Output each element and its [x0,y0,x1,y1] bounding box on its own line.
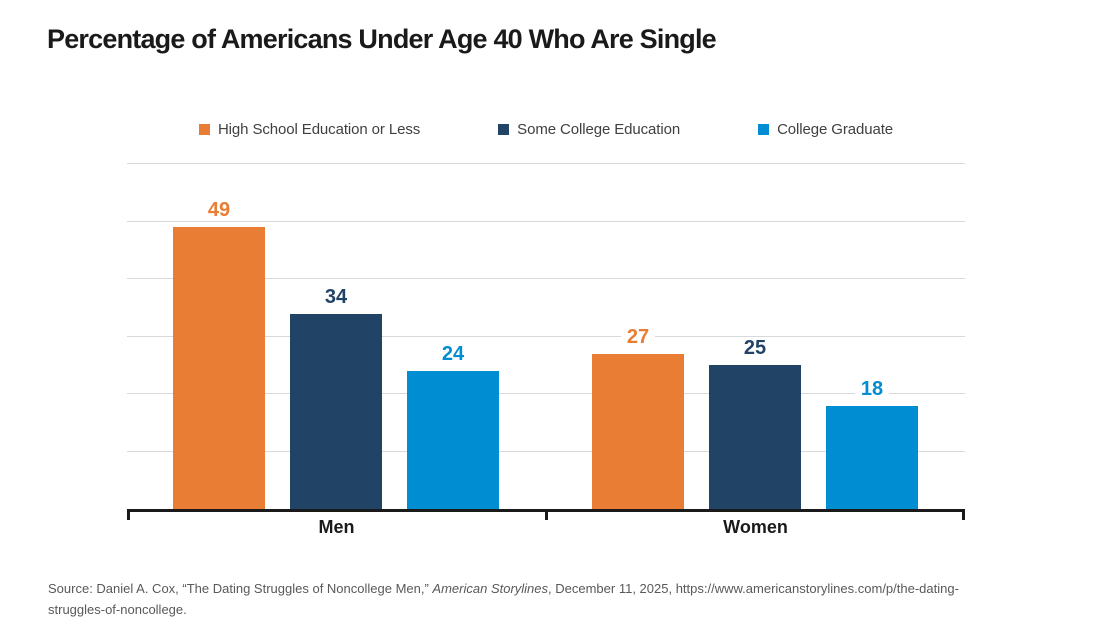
axis-tick [962,509,965,520]
bar [592,353,684,509]
value-label-text: 18 [854,377,890,400]
category-label: Men [318,517,355,537]
category-label: Women [723,517,788,537]
legend-swatch-icon [498,124,510,135]
legend-label: Some College Education [517,121,681,138]
axis-tick [544,509,548,520]
chart-title: Percentage of Americans Under Age 40 Who… [47,24,717,54]
bar [709,365,801,509]
legend: High School Education or Less Some Colleg… [127,121,965,138]
value-label-text: 25 [737,337,773,360]
value-label-text: 27 [620,325,656,348]
legend-swatch-icon [758,124,770,135]
bar [290,313,382,509]
bar [826,405,918,509]
axis-tick [127,509,130,520]
bar [407,371,499,509]
value-label-text: 49 [201,199,237,222]
gridline [127,163,965,164]
value-label: 27 [576,325,700,348]
source-text-suffix: , December 11, 2025, https://www.america… [48,581,959,617]
legend-item: High School Education or Less [198,121,421,138]
value-label-text: 34 [318,285,354,308]
legend-label: College Graduate [777,121,894,138]
plot-area: 49 34 24 27 25 18 [127,163,965,509]
source-text-italic: American Storylines [432,581,549,596]
legend-item: Some College Education [498,121,680,138]
bar [173,227,265,509]
source-text-prefix: Source: Daniel A. Cox, “The Dating Strug… [48,581,433,596]
value-label: 18 [810,377,934,400]
gridline [127,220,965,222]
value-label: 25 [693,337,817,360]
value-label: 34 [274,285,398,308]
source-note: Source: Daniel A. Cox, “The Dating Strug… [48,578,1013,620]
legend-label: High School Education or Less [217,121,421,138]
gridline [127,393,965,394]
gridline [127,335,965,337]
gridline [127,450,965,452]
value-label: 49 [157,199,281,222]
value-label-text: 24 [435,343,471,365]
legend-swatch-icon [198,124,210,135]
legend-item: College Graduate [758,121,893,138]
value-label: 24 [391,343,515,365]
gridline [127,278,965,279]
